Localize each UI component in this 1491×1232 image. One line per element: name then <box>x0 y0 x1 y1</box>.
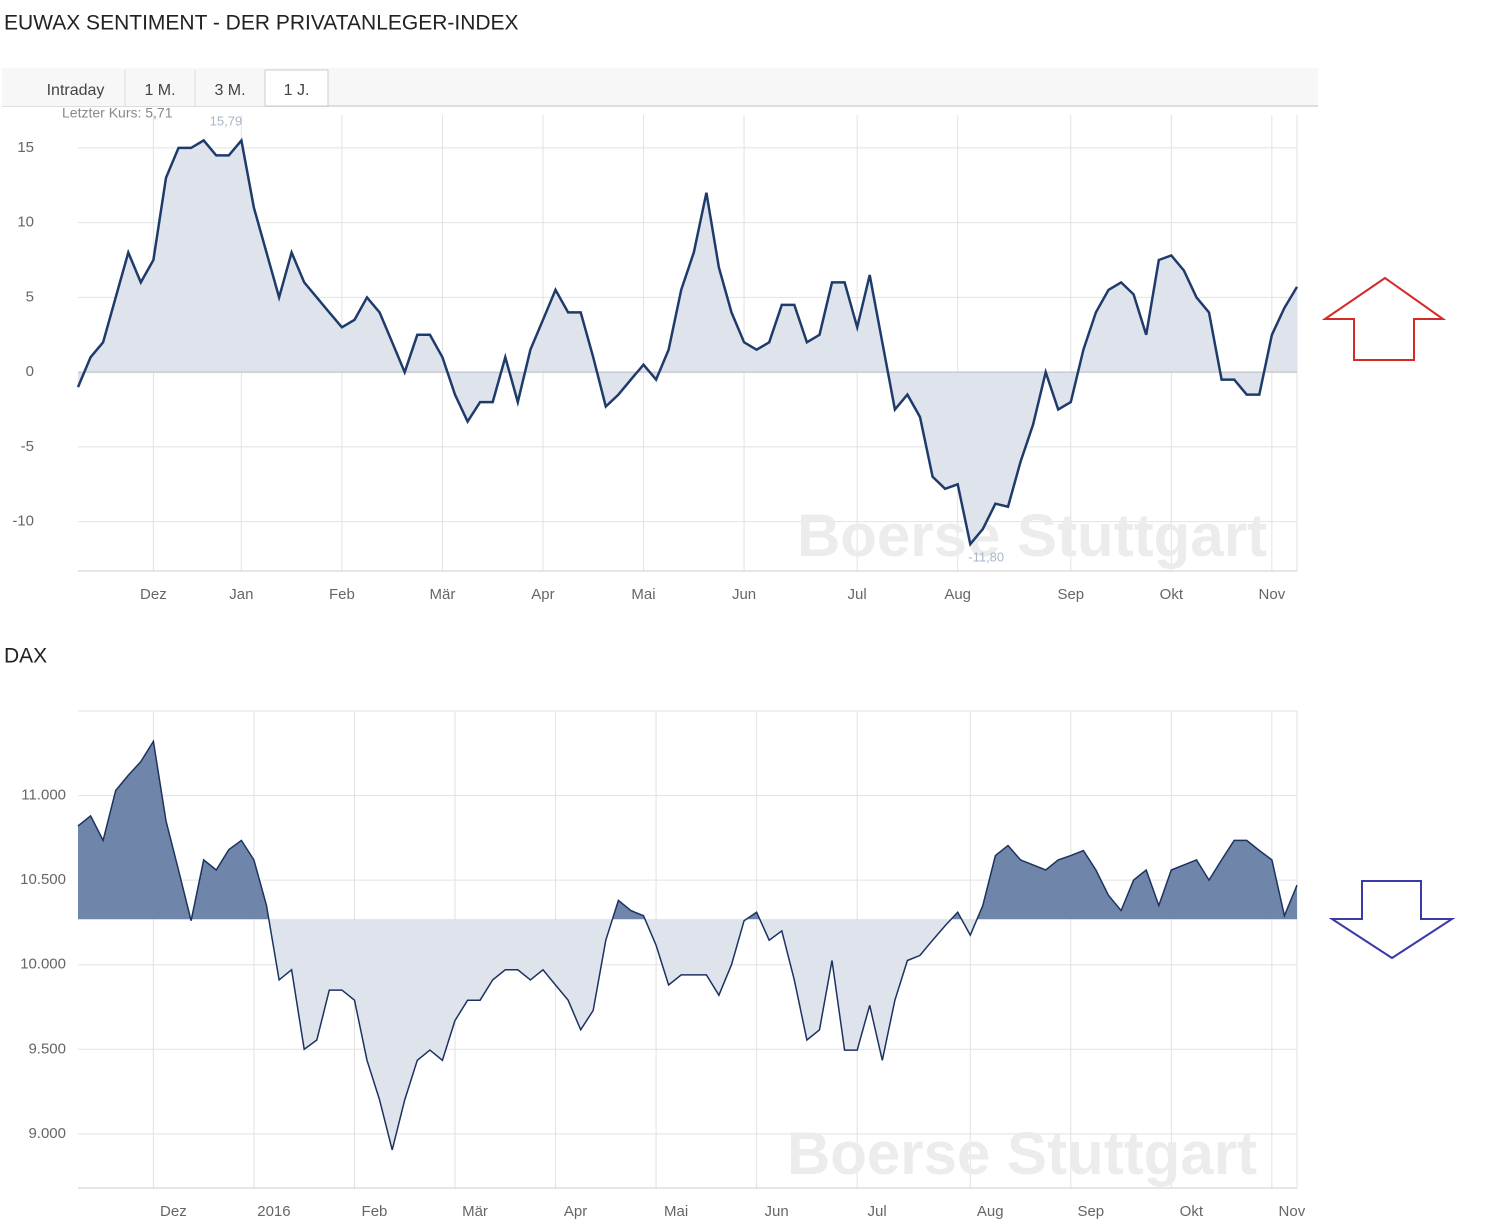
y-tick-label: 5 <box>26 288 34 305</box>
x-tick-label: Dez <box>140 586 167 603</box>
area-below <box>190 919 977 1150</box>
x-tick-label: Feb <box>362 1203 388 1220</box>
x-tick-label: Apr <box>564 1203 587 1220</box>
tab[interactable] <box>125 70 195 106</box>
x-tick-label: Mär <box>430 586 456 603</box>
x-tick-label: Aug <box>977 1203 1004 1220</box>
tab-label[interactable]: 1 J. <box>284 82 310 99</box>
chart-title: DAX <box>4 645 47 668</box>
x-tick-label: Sep <box>1077 1203 1104 1220</box>
x-tick-label: Mai <box>631 586 655 603</box>
last-price: Letzter Kurs: 5,71 <box>62 105 173 121</box>
down-arrow <box>1328 880 1456 960</box>
tab[interactable] <box>195 70 265 106</box>
y-tick-label: 9.500 <box>28 1040 66 1057</box>
x-tick-label: Nov <box>1259 586 1286 603</box>
x-tick-label: Jan <box>229 586 253 603</box>
y-tick-label: 10.500 <box>20 871 66 888</box>
tab-label[interactable]: 3 M. <box>214 82 245 99</box>
x-tick-label: Okt <box>1160 586 1184 603</box>
tab[interactable] <box>264 69 329 107</box>
y-tick-label: 10.000 <box>20 956 66 973</box>
y-tick-label: 15 <box>17 139 34 156</box>
x-tick-label: Jun <box>765 1203 789 1220</box>
x-tick-label: Sep <box>1057 586 1084 603</box>
chart-title: EUWAX SENTIMENT - DER PRIVATANLEGER-INDE… <box>4 12 519 35</box>
x-tick-label: Nov <box>1279 1203 1306 1220</box>
x-tick-label: Apr <box>531 586 554 603</box>
x-tick-label: Okt <box>1180 1203 1204 1220</box>
x-tick-label: Dez <box>160 1203 187 1220</box>
tab-label[interactable]: Intraday <box>47 82 105 99</box>
x-tick-label: Jul <box>868 1203 887 1220</box>
line <box>76 137 1299 547</box>
up-arrow <box>1321 276 1447 361</box>
max-label: 15,79 <box>210 113 243 128</box>
x-tick-label: Mär <box>462 1203 488 1220</box>
x-tick-label: Aug <box>944 586 971 603</box>
y-tick-label: 0 <box>26 363 34 380</box>
y-tick-label: 11.000 <box>21 787 66 804</box>
min-label: -11,80 <box>968 550 1004 565</box>
tabs: Intraday 1 M. 3 M. 1 J. <box>2 69 329 107</box>
x-tick-label: Jul <box>848 586 867 603</box>
y-tick-label: 10 <box>17 214 34 231</box>
y-tick-label: -5 <box>21 438 34 455</box>
watermark: Boerse Stuttgart <box>797 502 1267 569</box>
x-tick-label: Mai <box>664 1203 688 1220</box>
watermark: Boerse Stuttgart <box>787 1120 1257 1187</box>
x-tick-label: Jun <box>732 586 756 603</box>
x-tick-label: 2016 <box>257 1203 290 1220</box>
y-tick-label: 9.000 <box>28 1125 66 1142</box>
tab[interactable] <box>2 70 125 106</box>
line <box>77 739 1298 1151</box>
tab-label[interactable]: 1 M. <box>144 82 175 99</box>
x-tick-label: Feb <box>329 586 355 603</box>
area-above <box>78 741 1297 920</box>
y-tick-label: -10 <box>12 513 34 530</box>
area <box>78 140 1297 545</box>
